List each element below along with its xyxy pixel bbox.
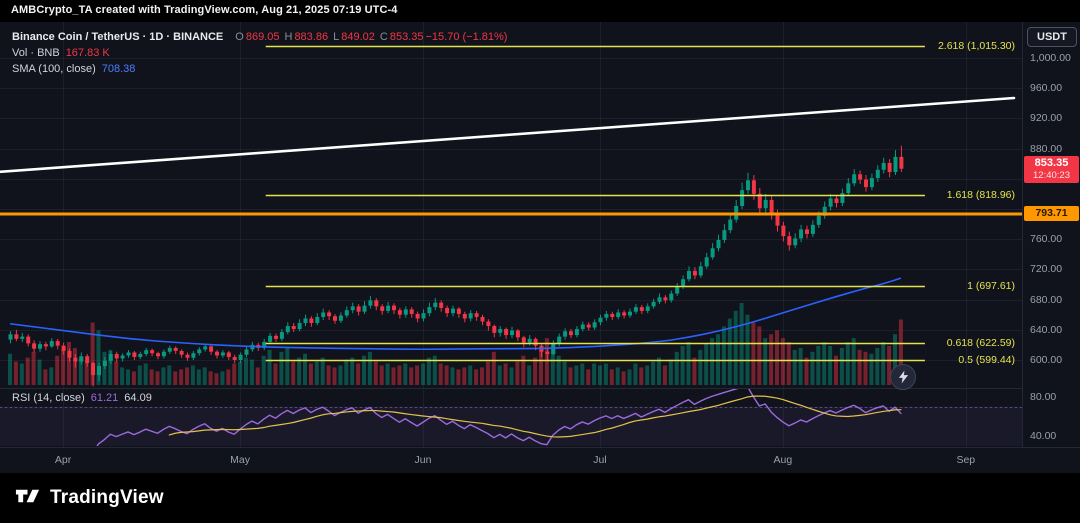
ohlc-c-value: 853.35 — [389, 31, 424, 43]
rsi-legend: RSI (14, close) 61.21 64.09 — [12, 392, 152, 404]
price-axis[interactable]: USDT 853.35 12:40:23 793.71 1,000.00 960.… — [1022, 22, 1080, 472]
time-axis-month-label: Sep — [956, 454, 976, 466]
attribution-bar: AMBCrypto_TA created with TradingView.co… — [0, 0, 1080, 22]
symbol-title[interactable]: Binance Coin / TetherUS · 1D · BINANCE — [12, 31, 224, 43]
price-tick: 760.00 — [1030, 233, 1063, 246]
bar-countdown: 12:40:23 — [1033, 169, 1070, 181]
ohlc-change: −15.70 (−1.81%) — [425, 31, 508, 43]
time-axis-month-label: May — [230, 454, 251, 466]
time-axis-month-label: Apr — [54, 454, 72, 466]
price-tick: 960.00 — [1030, 82, 1063, 95]
chart-legend: Binance Coin / TetherUS · 1D · BINANCE O 8… — [12, 29, 507, 77]
price-tick: 720.00 — [1030, 263, 1063, 276]
time-axis-month-label: Jul — [593, 454, 607, 466]
symbol-legend-row: Binance Coin / TetherUS · 1D · BINANCE O 8… — [12, 29, 507, 45]
ohlc-h-label: H — [284, 31, 293, 43]
ohlc-l-label: L — [333, 31, 340, 43]
ohlc-o-value: 869.05 — [245, 31, 280, 43]
boost-button[interactable] — [890, 364, 916, 390]
sma-value: 708.38 — [101, 63, 136, 75]
time-axis-month-label: Jun — [414, 454, 432, 466]
sma-legend-row: SMA (100, close) 708.38 — [12, 61, 507, 77]
rsi-tick: 40.00 — [1030, 430, 1057, 442]
ohlc-o-label: O — [235, 31, 244, 43]
tradingview-brand[interactable]: TradingView — [50, 486, 164, 508]
sma-label[interactable]: SMA (100, close) — [12, 63, 96, 75]
price-tick: 920.00 — [1030, 112, 1063, 125]
price-tick: 1,000.00 — [1030, 52, 1071, 64]
price-chart-canvas[interactable] — [0, 22, 1022, 447]
rsi-ma-value: 64.09 — [124, 392, 152, 404]
footer: TradingView — [0, 472, 1080, 523]
tradingview-logo-icon[interactable] — [14, 482, 41, 514]
time-axis[interactable]: Apr May Jun Jul Aug Sep — [0, 447, 1080, 473]
last-price-badge: 853.35 12:40:23 — [1024, 155, 1079, 183]
horizontal-line-price-badge: 793.71 — [1024, 206, 1079, 222]
price-tick: 680.00 — [1030, 293, 1063, 306]
ohlc-h-value: 883.86 — [294, 31, 329, 43]
time-axis-month-label: Aug — [773, 454, 793, 466]
price-tick: 600.00 — [1030, 354, 1063, 366]
ohlc-c-label: C — [379, 31, 388, 43]
attribution-text: AMBCrypto_TA created with TradingView.co… — [11, 4, 398, 16]
price-tick: 640.00 — [1030, 323, 1063, 336]
rsi-label[interactable]: RSI (14, close) — [12, 392, 85, 404]
ohlc-l-value: 849.02 — [341, 31, 375, 43]
rsi-tick: 80.00 — [1030, 391, 1057, 403]
price-tick: 880.00 — [1030, 142, 1063, 155]
rsi-value: 61.21 — [90, 392, 119, 404]
chart-area: Binance Coin / TetherUS · 1D · BINANCE O 8… — [0, 22, 1080, 473]
volume-value: 167.83 K — [65, 47, 110, 59]
last-price-value: 853.35 — [1034, 156, 1069, 169]
currency-toggle-button[interactable]: USDT — [1027, 27, 1077, 47]
volume-legend-row: Vol · BNB 167.83 K — [12, 45, 507, 61]
lightning-icon — [898, 370, 908, 384]
volume-label[interactable]: Vol · BNB — [12, 47, 60, 59]
